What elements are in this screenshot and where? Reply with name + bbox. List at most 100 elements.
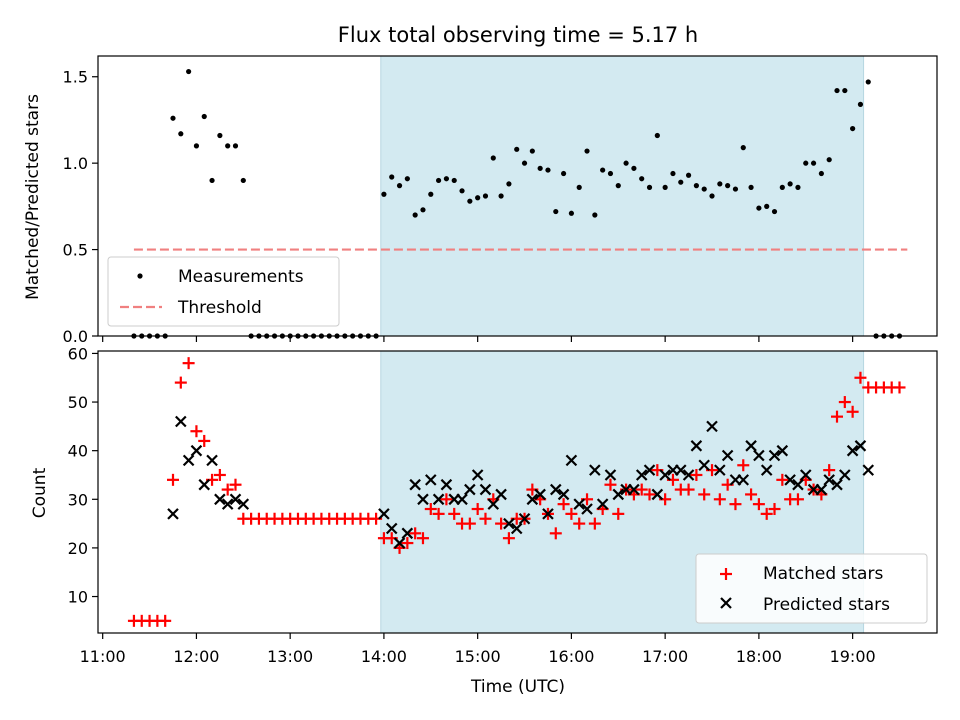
matched-star-point: [565, 507, 578, 520]
measurement-point: [404, 176, 410, 182]
top-legend-box: [107, 256, 340, 327]
measurement-point: [381, 191, 387, 197]
predicted-star-point: [659, 469, 671, 481]
measurement-point: [193, 143, 200, 149]
measurement-point: [842, 87, 848, 94]
matched-star-point: [713, 493, 726, 506]
matched-star-point: [502, 532, 515, 545]
matched-star-point: [440, 493, 453, 506]
predicted-star-point: [510, 522, 523, 535]
predicted-star-point: [815, 483, 828, 496]
predicted-star-point: [206, 454, 218, 467]
predicted-star-point: [737, 474, 750, 486]
y-tick-label: 0.0: [63, 327, 88, 346]
matched-star-point: [159, 614, 172, 627]
measurement-point: [490, 155, 496, 161]
top-y-axis-label: Matched/Predicted stars: [23, 94, 43, 300]
matched-star-point: [752, 498, 765, 511]
predicted-star-point: [393, 537, 406, 549]
predicted-star-point: [495, 488, 507, 501]
matched-star-point: [182, 357, 195, 370]
predicted-star-point: [581, 503, 593, 515]
legend-predicted-label: Predicted stars: [763, 595, 890, 615]
matched-star-point: [213, 468, 226, 481]
measurement-point: [537, 165, 543, 171]
measurement-point: [803, 160, 809, 166]
matched-star-point: [604, 478, 617, 491]
y-tick-label: 40: [68, 442, 88, 461]
predicted-star-point: [471, 469, 484, 481]
y-tick-label: 0.5: [63, 241, 88, 260]
measurement-point: [779, 184, 785, 190]
y-tick-label: 60: [68, 344, 88, 363]
matched-star-point: [846, 405, 859, 418]
matched-star-point: [643, 488, 656, 501]
predicted-star-point: [409, 478, 421, 491]
matched-star-point: [557, 498, 570, 511]
matched-star-point: [760, 507, 773, 520]
y-tick-label: 10: [68, 588, 88, 607]
measurement-point: [521, 160, 528, 166]
top-panel: 0.0 0.5 1.0 1.5 Matched/Predicted stars Mea…: [23, 55, 938, 346]
matched-star-point: [198, 434, 211, 447]
matched-star-point: [166, 473, 179, 486]
predicted-star-point: [604, 469, 617, 481]
measurement-point: [756, 205, 762, 211]
predicted-star-point: [745, 440, 757, 452]
legend-measurements-marker: [137, 273, 143, 279]
predicted-star-point: [456, 493, 468, 506]
measurement-point: [443, 176, 450, 182]
predicted-star-point: [479, 483, 492, 496]
predicted-star-point: [596, 498, 609, 510]
predicted-star-point: [401, 527, 414, 540]
measurement-point: [389, 174, 395, 180]
measurement-point: [810, 160, 817, 166]
measurement-point: [435, 177, 442, 184]
measurement-point: [607, 170, 614, 177]
predicted-star-point: [198, 478, 211, 491]
measurement-point: [654, 132, 660, 139]
matched-star-point: [823, 464, 836, 477]
measurement-point: [818, 170, 824, 177]
predicted-star-point: [487, 498, 500, 510]
bottom-y-axis-label: Count: [30, 467, 50, 518]
measurement-point: [725, 183, 731, 189]
measurement-point: [201, 113, 207, 120]
measurement-points: [131, 68, 903, 339]
measurement-point: [592, 212, 598, 218]
measurement-point: [693, 183, 699, 189]
matched-star-point: [229, 478, 242, 491]
measurement-point: [850, 125, 856, 132]
measurement-point: [584, 148, 590, 154]
predicted-star-point: [760, 464, 773, 476]
legend-matched-label: Matched stars: [763, 564, 883, 584]
predicted-stars-points: [167, 415, 875, 549]
predicted-star-point: [768, 449, 781, 462]
predicted-star-point: [229, 493, 242, 506]
matched-star-point: [221, 483, 234, 496]
matched-star-point: [409, 527, 422, 540]
matched-star-point: [190, 425, 203, 438]
matched-star-point: [432, 507, 445, 520]
measurement-point: [186, 68, 192, 75]
measurement-point: [560, 170, 567, 177]
predicted-star-point: [573, 498, 585, 510]
x-tick-label: 11:00: [80, 647, 126, 666]
measurement-point: [178, 131, 184, 137]
matched-star-point: [737, 459, 750, 472]
predicted-star-point: [628, 483, 640, 496]
measurement-point: [459, 188, 465, 194]
x-tick-label: 13:00: [267, 647, 313, 666]
measurement-point: [857, 101, 864, 107]
measurement-point: [615, 183, 621, 189]
measurement-point: [475, 195, 481, 201]
predicted-star-point: [612, 488, 625, 501]
predicted-star-point: [854, 440, 867, 452]
bottom-legend-box: [695, 553, 928, 624]
top-x-ticks: [102, 336, 854, 342]
top-legend: Measurements Threshold: [107, 256, 340, 327]
measurement-point: [232, 143, 239, 149]
matched-star-point: [791, 493, 804, 506]
predicted-star-point: [534, 488, 546, 501]
